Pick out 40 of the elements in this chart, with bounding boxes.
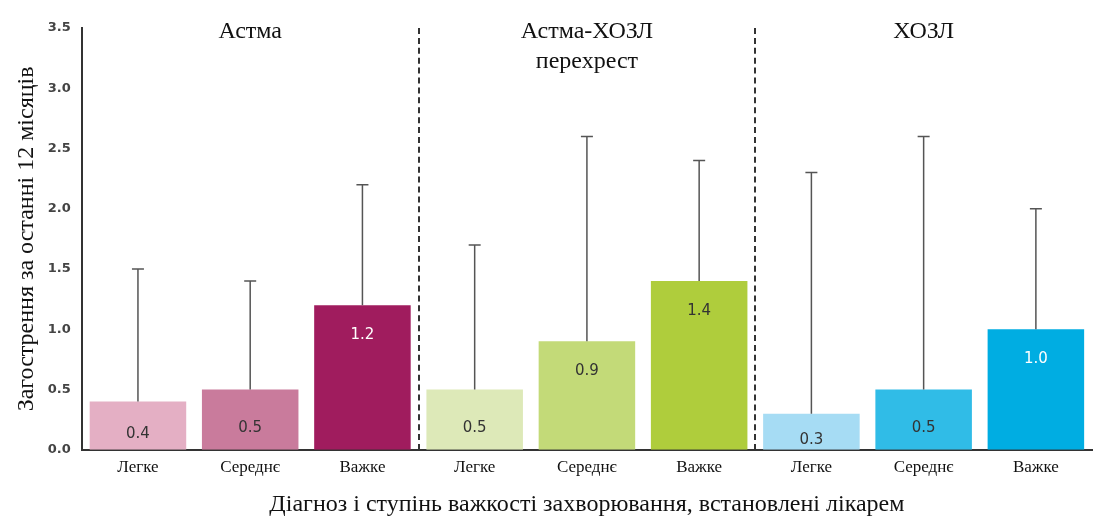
y-axis-title: Загострення за останні 12 місяців xyxy=(11,66,38,412)
bar xyxy=(426,389,523,450)
y-tick-label: 0.5 xyxy=(47,380,71,396)
bar xyxy=(763,413,860,450)
y-tick-label: 1.5 xyxy=(47,260,71,276)
y-tick-label: 2.0 xyxy=(47,200,71,216)
bar xyxy=(89,401,187,450)
x-tick-label: Легке xyxy=(117,457,159,477)
x-tick-label: Важке xyxy=(1012,457,1059,477)
annotation: Астма-ХОЗЛ перехрест xyxy=(520,17,654,74)
bar xyxy=(987,329,1085,450)
bar xyxy=(875,389,972,450)
data-label: 0.3 xyxy=(799,429,824,448)
bar xyxy=(201,389,299,450)
data-label: 1.0 xyxy=(1023,349,1048,368)
data-label: 0.5 xyxy=(911,417,936,436)
data-label: 1.2 xyxy=(350,325,375,344)
data-label: 0.9 xyxy=(574,361,599,380)
x-tick-label: Легке xyxy=(790,457,833,477)
annotation: Астма xyxy=(218,17,283,44)
y-tick-label: 3.5 xyxy=(47,19,71,35)
y-tick-label: 2.5 xyxy=(47,139,71,155)
x-axis-title: Діагноз і ступінь важкості захворювання, встановлені лікарем xyxy=(269,489,905,516)
x-tick-label: Важке xyxy=(339,457,386,477)
data-label: 0.4 xyxy=(126,423,150,442)
x-tick-label: Середнє xyxy=(893,457,955,477)
x-tick-label: Важке xyxy=(676,457,723,477)
y-tick-label: 3.0 xyxy=(47,79,71,95)
annotation: ХОЗЛ xyxy=(893,17,954,44)
y-tick-label: 1.0 xyxy=(47,320,71,336)
x-tick-label: Легке xyxy=(454,457,496,477)
bar xyxy=(650,281,748,450)
x-tick-label: Середнє xyxy=(556,457,618,477)
data-label: 0.5 xyxy=(238,417,263,436)
data-label: 0.5 xyxy=(462,417,487,436)
y-tick-label: 0.0 xyxy=(47,441,71,457)
bar xyxy=(538,341,636,450)
data-label: 1.4 xyxy=(687,300,712,319)
bar xyxy=(314,305,411,450)
x-tick-label: Середнє xyxy=(220,457,281,477)
